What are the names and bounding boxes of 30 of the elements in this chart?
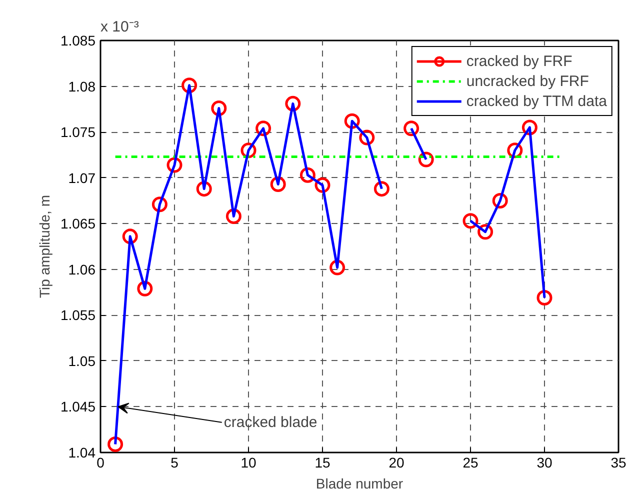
y-tick-label: 1.07 (68, 170, 96, 186)
x-tick-label: 5 (170, 454, 179, 470)
y-tick-label: 1.045 (60, 398, 96, 415)
x-tick-label: 30 (536, 454, 552, 470)
text: x 10⁻³ (100, 18, 139, 36)
y-tick-label: 1.05 (68, 352, 96, 369)
x-tick-label: 35 (610, 454, 626, 470)
y-tick-label: 1.065 (60, 216, 96, 232)
legend-label: cracked by FRF (466, 52, 572, 70)
point (462, 213, 478, 229)
x-tick-label: 10 (240, 454, 256, 470)
x-tick-label: 20 (388, 454, 404, 470)
annotation: cracked blade (224, 414, 318, 431)
point (536, 290, 552, 306)
x-tick-label: 0 (96, 454, 105, 470)
point (108, 436, 124, 452)
y-tick-label: 1.08 (68, 78, 96, 94)
y-tick-label: 1.085 (60, 32, 96, 48)
legend-label: uncracked by FRF (466, 72, 589, 90)
point (404, 120, 420, 136)
y-tick-label: 1.06 (68, 261, 96, 278)
x-tick-label: 25 (462, 454, 478, 470)
y-axis-title: Tip amplitude, m (36, 195, 52, 298)
point (374, 181, 390, 197)
y-tick-label: 1.075 (60, 124, 96, 140)
y-tick-label: 1.055 (60, 307, 96, 324)
x-tick-label: 15 (314, 454, 330, 470)
legend-label: cracked by TTM data (466, 92, 607, 110)
y-tick-label: 1.04 (68, 444, 96, 460)
x-axis-title: Blade number (316, 476, 404, 492)
